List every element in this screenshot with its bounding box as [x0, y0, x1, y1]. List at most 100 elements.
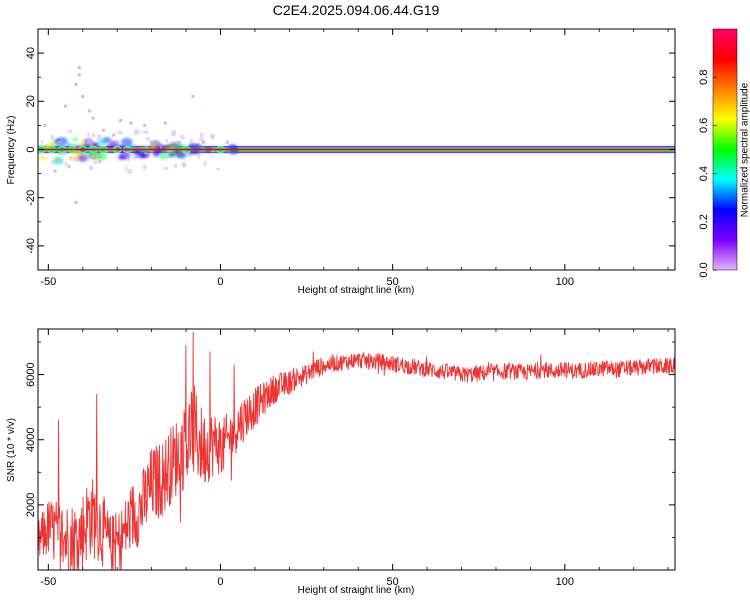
spectral-noise-blob	[158, 152, 169, 160]
spectral-event-point	[74, 82, 78, 86]
x-tick-label: 0	[217, 276, 223, 288]
spectral-speck	[89, 165, 94, 171]
colorbar-tick-label: 0.2	[698, 214, 710, 229]
spectral-speck	[93, 161, 98, 165]
spectral-speck	[114, 146, 117, 149]
spectral-event-point	[115, 140, 119, 144]
spectral-speck	[87, 132, 90, 137]
y-tick-label: 4000	[25, 427, 37, 451]
spectral-speck	[127, 169, 133, 174]
spectral-speck	[144, 152, 149, 155]
spectral-core-line	[38, 148, 675, 151]
colorbar: 0.0 0.2 0.4 0.6 0.8 Normalized spectral ampl…	[698, 28, 750, 278]
spectral-event-point	[67, 164, 71, 168]
spectral-speck	[68, 129, 73, 133]
spectral-event-point	[101, 128, 105, 132]
spectral-event-point	[119, 119, 123, 123]
spectral-speck	[145, 130, 149, 134]
spectral-noise-blob	[117, 154, 126, 160]
spectral-speck	[51, 160, 55, 164]
spectral-event-point	[77, 66, 81, 70]
spectral-noise-blob	[77, 154, 89, 162]
x-tick-label: -50	[40, 276, 56, 288]
colorbar-tick-label: 0.0	[698, 262, 710, 277]
spectral-speck	[167, 148, 172, 153]
y-tick-label: 6000	[25, 362, 37, 386]
spectral-speck	[39, 144, 43, 147]
y-tick-label: -20	[25, 190, 37, 206]
spectral-speck	[199, 132, 204, 138]
colorbar-tick-label: 0.8	[698, 70, 710, 85]
spectral-noise-blob	[168, 152, 176, 158]
spectrogram-y-axis-label: Frequency (Hz)	[6, 116, 17, 185]
spectral-speck	[64, 161, 67, 166]
spectral-event-point	[98, 160, 102, 164]
spectral-noise-blob	[72, 137, 79, 142]
spectral-speck	[127, 158, 130, 162]
spectral-speck	[133, 129, 139, 132]
spectral-speck	[63, 151, 67, 155]
colorbar-label: Normalized spectral amplitude	[740, 82, 750, 217]
spectral-speck	[190, 138, 193, 143]
spectral-speck	[41, 140, 44, 144]
x-tick-label: 50	[387, 576, 399, 588]
spectral-speck	[179, 134, 184, 139]
spectral-event-point	[225, 140, 229, 144]
x-tick-label: 0	[217, 576, 223, 588]
spectral-speck	[134, 130, 138, 136]
spectral-speck	[90, 148, 93, 153]
spectral-speck	[185, 151, 191, 157]
spectral-noise-blob	[173, 142, 184, 150]
spectral-speck	[76, 148, 80, 154]
spectral-speck	[142, 131, 148, 134]
spectral-speck	[165, 138, 169, 143]
spectral-speck	[197, 153, 201, 159]
spectral-event-point	[91, 116, 95, 120]
spectral-speck	[182, 137, 185, 140]
figure-title: C2E4.2025.094.06.44.G19	[273, 2, 440, 18]
colorbar-tick-label: 0.6	[698, 118, 710, 133]
spectral-event-point	[177, 140, 181, 144]
spectral-event-point	[77, 73, 81, 77]
spectral-speck	[86, 139, 92, 144]
spectral-speck	[104, 148, 109, 153]
spectrogram-ticks: -50 0 50 100 -40 -20 0 20 40	[25, 28, 675, 288]
y-tick-label: 40	[25, 47, 37, 59]
spectral-noise-blob	[229, 147, 239, 154]
spectral-event-point	[129, 121, 133, 125]
spectral-noise-blob	[53, 157, 64, 165]
spectral-event-point	[191, 94, 195, 98]
spectral-speck	[145, 136, 150, 141]
colorbar-ticks: 0.0 0.2 0.4 0.6 0.8	[698, 70, 717, 278]
spectrogram-x-axis-label: Height of straight line (km)	[298, 285, 415, 296]
y-tick-label: 0	[25, 146, 37, 152]
spectral-noise-blob	[191, 144, 202, 152]
x-tick-label: 100	[556, 576, 574, 588]
spectral-speck	[92, 133, 96, 138]
spectral-noise-blob	[165, 144, 171, 149]
spectral-event-point	[201, 140, 205, 144]
snr-series-line	[38, 331, 675, 570]
colorbar-tick-label: 0.4	[698, 166, 710, 181]
x-tick-label: 50	[387, 276, 399, 288]
snr-y-axis-label: SNR (10 * v/v)	[6, 418, 17, 482]
spectral-speck	[50, 134, 54, 140]
spectral-noise-blob	[97, 138, 107, 146]
spectral-speck	[69, 156, 73, 160]
spectral-speck	[182, 162, 187, 168]
spectral-speck	[142, 164, 147, 170]
spectral-speck	[124, 166, 128, 171]
spectral-event-point	[81, 94, 85, 98]
spectral-event-point	[88, 109, 92, 113]
spectral-noise-blob	[39, 155, 47, 161]
spectral-noise-blob	[194, 150, 200, 155]
spectral-speck	[73, 143, 78, 147]
spectral-speck	[210, 134, 215, 139]
spectral-speck	[97, 134, 102, 139]
spectral-event-point	[150, 140, 154, 144]
spectral-event-point	[64, 104, 68, 108]
spectrogram-plot-area	[38, 66, 675, 205]
snr-frame	[37, 328, 676, 571]
y-tick-label: -40	[25, 238, 37, 254]
